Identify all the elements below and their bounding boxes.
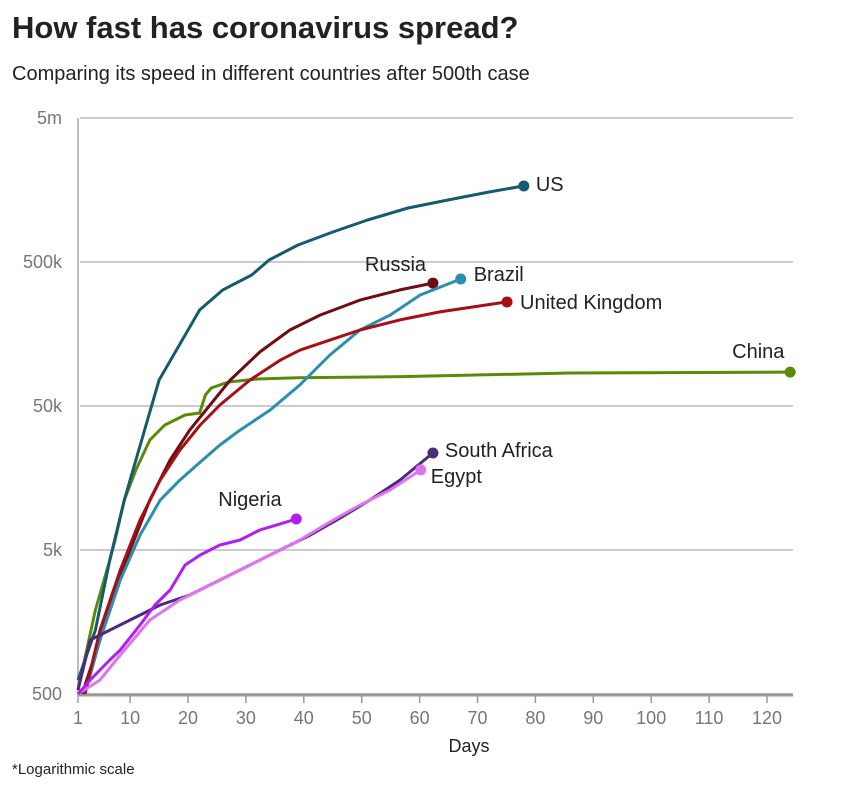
series-brazil: Brazil xyxy=(83,264,524,695)
x-tick-label: 120 xyxy=(752,708,782,728)
series-label: United Kingdom xyxy=(520,292,662,314)
chart-title: How fast has coronavirus spread? xyxy=(12,10,518,45)
x-axis-ticks: 1 10 20 30 40 50 60 70 80 90 100 110 120 xyxy=(73,696,782,728)
x-tick-label: 100 xyxy=(636,708,666,728)
x-tick-label: 20 xyxy=(178,708,198,728)
series-lines: China US Russia Brazil United Kingdom South A… xyxy=(76,174,796,696)
series-label: Russia xyxy=(365,254,427,276)
end-point-marker xyxy=(427,277,439,289)
log-scale-note: *Logarithmic scale xyxy=(12,761,135,778)
series-line xyxy=(76,184,525,681)
end-point-marker xyxy=(518,180,530,192)
end-point-marker xyxy=(455,273,467,285)
x-axis-label: Days xyxy=(448,736,489,756)
end-point-marker xyxy=(501,296,513,308)
x-tick-label: 70 xyxy=(467,708,487,728)
series-line xyxy=(76,370,791,691)
series-russia: Russia xyxy=(80,254,439,695)
x-tick-label: 60 xyxy=(410,708,430,728)
y-tick-label: 500k xyxy=(23,252,63,272)
end-point-marker xyxy=(427,447,439,459)
series-line xyxy=(76,517,297,695)
gridlines xyxy=(80,117,793,695)
series-label: Nigeria xyxy=(218,489,282,511)
series-egypt: Egypt xyxy=(77,464,483,696)
series-line xyxy=(83,300,508,695)
series-nigeria: Nigeria xyxy=(76,489,302,695)
x-tick-label: 1 xyxy=(73,708,83,728)
x-tick-label: 110 xyxy=(695,708,724,728)
end-point-marker xyxy=(290,513,302,525)
y-tick-label: 5m xyxy=(37,108,62,128)
series-label: South Africa xyxy=(445,440,554,462)
series-label: Brazil xyxy=(474,264,524,286)
series-us: US xyxy=(76,174,564,681)
x-tick-label: 10 xyxy=(120,708,140,728)
y-axis-ticks: 500 5k 50k 500k 5m xyxy=(23,108,63,704)
y-tick-label: 50k xyxy=(33,396,63,416)
y-tick-label: 5k xyxy=(43,540,63,560)
series-label: US xyxy=(536,174,564,196)
series-south-africa: South Africa xyxy=(76,440,554,691)
series-line xyxy=(80,281,434,695)
x-tick-label: 90 xyxy=(583,708,603,728)
chart-subtitle: Comparing its speed in different countri… xyxy=(12,63,530,85)
series-label: Egypt xyxy=(431,466,483,488)
x-tick-label: 30 xyxy=(236,708,256,728)
end-point-marker xyxy=(415,464,427,476)
x-tick-label: 40 xyxy=(294,708,314,728)
y-tick-label: 500 xyxy=(32,684,62,704)
series-line xyxy=(83,277,462,695)
x-tick-label: 80 xyxy=(525,708,545,728)
end-point-marker xyxy=(784,366,796,378)
series-label: China xyxy=(732,341,785,363)
series-china: China xyxy=(76,341,796,691)
series-line xyxy=(77,468,422,696)
series-united-kingdom: United Kingdom xyxy=(83,292,662,695)
x-tick-label: 50 xyxy=(352,708,372,728)
